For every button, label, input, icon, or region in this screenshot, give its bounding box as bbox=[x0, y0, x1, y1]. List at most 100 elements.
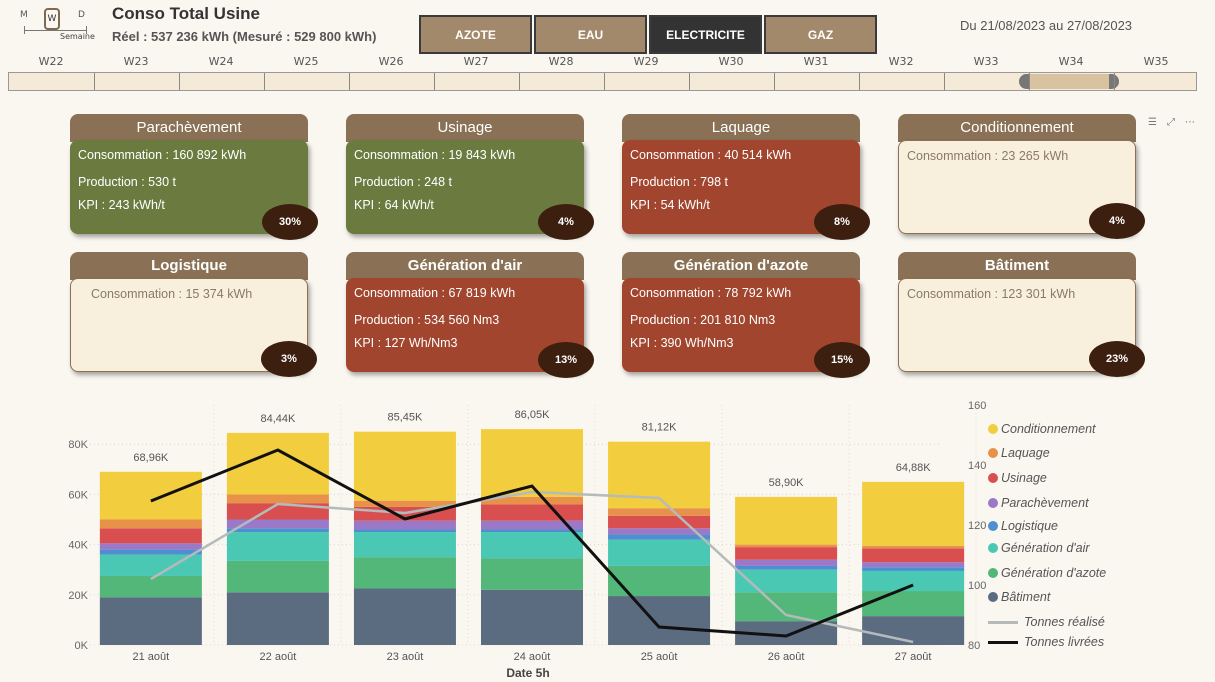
legend-item[interactable]: Conditionnement bbox=[988, 420, 1096, 438]
tab-eau[interactable]: EAU bbox=[534, 15, 647, 54]
week-labels: W22 W23 W24 W25 W26 W27 W28 W29 W30 W31 W32 W33 W34 W… bbox=[8, 55, 1197, 71]
card-share-badge: 4% bbox=[1089, 203, 1145, 239]
legend-label: Laquage bbox=[1001, 446, 1050, 460]
week-label: W23 bbox=[123, 55, 149, 68]
week-slider[interactable]: W22 W23 W24 W25 W26 W27 W28 W29 W30 W31 W32 W33 W34 W… bbox=[8, 55, 1197, 92]
card-consumption: Consommation : 19 843 kWh bbox=[354, 148, 516, 162]
bar-segment bbox=[481, 532, 583, 559]
x-axis-title: Date 5h bbox=[506, 666, 549, 680]
bar-segment bbox=[99, 471, 202, 520]
card-body: Consommation : 67 819 kWh Production : 53… bbox=[346, 278, 594, 378]
card-kpi: KPI : 243 kWh/t bbox=[78, 198, 165, 212]
y-tick-label: 40K bbox=[68, 540, 88, 552]
more-options-icon[interactable]: ⋯ bbox=[1184, 117, 1195, 128]
card-conditionnement[interactable]: Conditionnement Consommation : 23 265 kWh… bbox=[898, 114, 1145, 239]
week-label: W24 bbox=[208, 55, 234, 68]
legend-item[interactable]: Usinage bbox=[988, 469, 1047, 487]
card-parachevement[interactable]: Parachèvement Consommation : 160 892 kWh P… bbox=[70, 114, 318, 240]
week-divider bbox=[264, 73, 265, 90]
bar-segment bbox=[735, 547, 838, 560]
card-kpi: KPI : 390 Wh/Nm3 bbox=[630, 336, 734, 350]
x-tick-label: 25 août bbox=[641, 651, 678, 663]
card-usinage[interactable]: Usinage Consommation : 19 843 kWh Producti… bbox=[346, 114, 594, 240]
legend-swatch bbox=[988, 543, 998, 553]
week-selection-handle[interactable] bbox=[1019, 74, 1119, 89]
legend-item[interactable]: Tonnes livrées bbox=[988, 633, 1104, 651]
period-slider-track[interactable] bbox=[24, 30, 86, 31]
week-range-start-handle[interactable] bbox=[1019, 74, 1029, 89]
legend-item[interactable]: Bâtiment bbox=[988, 588, 1050, 606]
card-logistique[interactable]: Logistique Consommation : 15 374 kWh 3% bbox=[70, 252, 317, 377]
legend-swatch bbox=[988, 498, 998, 508]
legend-swatch bbox=[988, 640, 1018, 644]
card-production: Production : 798 t bbox=[630, 175, 728, 189]
x-tick-label: 27 août bbox=[895, 651, 932, 663]
legend-swatch bbox=[988, 424, 998, 434]
card-consumption: Consommation : 78 792 kWh bbox=[630, 286, 792, 300]
card-production: Production : 201 810 Nm3 bbox=[630, 313, 776, 327]
bar-segment bbox=[608, 528, 711, 535]
week-label: W32 bbox=[888, 55, 914, 68]
card-body: Consommation : 40 514 kWh Production : 79… bbox=[622, 140, 870, 240]
bar-total-label: 68,96K bbox=[133, 452, 169, 464]
bar-segment bbox=[862, 481, 965, 546]
legend-item[interactable]: Génération d'air bbox=[988, 539, 1090, 557]
bar-segment bbox=[226, 560, 329, 593]
card-batiment[interactable]: Bâtiment Consommation : 123 301 kWh 23% bbox=[898, 252, 1145, 377]
bar-segment bbox=[862, 616, 965, 645]
bar-segment bbox=[99, 519, 202, 529]
card-title: Bâtiment bbox=[898, 252, 1136, 280]
focus-mode-icon[interactable]: ⤢ bbox=[1166, 117, 1175, 128]
tab-electricite[interactable]: ELECTRICITE bbox=[649, 15, 762, 54]
week-track[interactable] bbox=[8, 72, 1197, 91]
bar-segment bbox=[735, 559, 838, 566]
y-tick-label: 60K bbox=[68, 489, 88, 501]
card-consumption: Consommation : 23 265 kWh bbox=[907, 149, 1069, 163]
bar-segment bbox=[99, 575, 202, 598]
y2-tick-label: 100 bbox=[968, 580, 986, 592]
bar-segment bbox=[862, 570, 965, 592]
week-divider bbox=[689, 73, 690, 90]
bar-total-label: 58,90K bbox=[769, 477, 805, 489]
legend-item[interactable]: Tonnes réalisé bbox=[988, 613, 1105, 631]
tab-gaz[interactable]: GAZ bbox=[764, 15, 877, 54]
bar-segment bbox=[608, 515, 711, 529]
filter-icon[interactable]: ☰ bbox=[1148, 117, 1157, 128]
bar-segment bbox=[608, 534, 711, 540]
legend-item[interactable]: Logistique bbox=[988, 517, 1058, 535]
y2-tick-label: 140 bbox=[968, 460, 986, 472]
week-divider bbox=[434, 73, 435, 90]
bar-segment bbox=[226, 519, 329, 529]
period-label-week[interactable]: W bbox=[44, 8, 60, 30]
legend-swatch bbox=[988, 521, 998, 531]
card-consumption: Consommation : 123 301 kWh bbox=[907, 287, 1076, 301]
bar-segment bbox=[99, 554, 202, 576]
period-toggle[interactable]: M W D Semaine bbox=[18, 8, 100, 42]
week-label: W35 bbox=[1143, 55, 1169, 68]
bar-segment bbox=[608, 565, 711, 597]
legend-item[interactable]: Parachèvement bbox=[988, 494, 1089, 512]
week-label: W25 bbox=[293, 55, 319, 68]
bar-segment bbox=[353, 529, 456, 533]
legend-item[interactable]: Laquage bbox=[988, 444, 1050, 462]
card-share-badge: 30% bbox=[262, 204, 318, 240]
card-consumption: Consommation : 67 819 kWh bbox=[354, 286, 516, 300]
card-body: Consommation : 23 265 kWh 4% bbox=[898, 140, 1145, 239]
legend-swatch bbox=[988, 592, 998, 602]
legend-item[interactable]: Génération d'azote bbox=[988, 564, 1106, 582]
bar-segment bbox=[735, 496, 838, 545]
week-label: W33 bbox=[973, 55, 999, 68]
card-laquage[interactable]: Laquage Consommation : 40 514 kWh Producti… bbox=[622, 114, 870, 240]
bar-segment bbox=[353, 431, 456, 501]
card-body: Consommation : 123 301 kWh 23% bbox=[898, 278, 1145, 377]
tab-azote[interactable]: AZOTE bbox=[419, 15, 532, 54]
bar-segment bbox=[481, 589, 583, 645]
bar-segment bbox=[99, 543, 202, 550]
legend-label: Génération d'azote bbox=[1001, 566, 1107, 580]
card-generation-d-azote[interactable]: Génération d'azote Consommation : 78 792 … bbox=[622, 252, 870, 378]
card-generation-d-air[interactable]: Génération d'air Consommation : 67 819 kW… bbox=[346, 252, 594, 378]
y2-tick-label: 80 bbox=[968, 640, 980, 652]
bar-segment bbox=[481, 520, 583, 530]
bar-segment bbox=[735, 592, 838, 622]
card-share-badge: 13% bbox=[538, 342, 594, 378]
